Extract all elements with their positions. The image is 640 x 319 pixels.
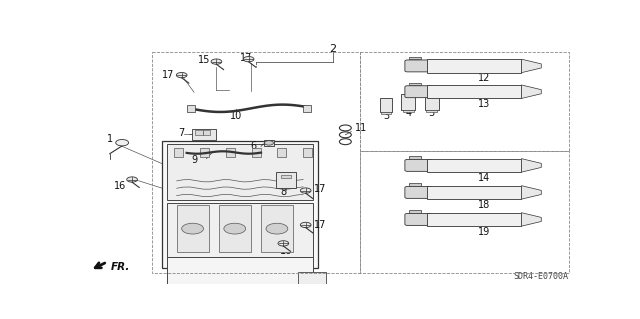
Circle shape <box>211 59 221 64</box>
Bar <box>425 93 438 109</box>
Polygon shape <box>522 213 541 226</box>
Bar <box>380 99 392 112</box>
Polygon shape <box>522 59 541 73</box>
Text: 16: 16 <box>113 181 126 191</box>
Text: 12: 12 <box>478 73 490 83</box>
Bar <box>360 52 568 151</box>
Bar <box>410 83 421 85</box>
Bar <box>403 109 414 112</box>
Bar <box>277 148 286 157</box>
Bar <box>303 105 310 113</box>
FancyBboxPatch shape <box>405 60 431 72</box>
Bar <box>167 203 313 257</box>
Text: 19: 19 <box>478 226 490 237</box>
Bar <box>264 140 275 145</box>
Bar <box>360 151 568 273</box>
Text: 9: 9 <box>191 155 197 165</box>
Text: 13: 13 <box>478 99 490 109</box>
Polygon shape <box>522 85 541 99</box>
Bar <box>200 148 209 157</box>
Text: 15: 15 <box>198 56 210 65</box>
Circle shape <box>174 300 248 319</box>
Bar <box>410 57 421 59</box>
Circle shape <box>177 72 187 78</box>
Bar <box>167 144 313 200</box>
Bar <box>167 257 313 319</box>
Bar <box>219 205 251 252</box>
Circle shape <box>300 188 311 193</box>
Bar <box>401 93 415 109</box>
Bar <box>281 174 291 178</box>
Bar <box>410 210 421 213</box>
Bar <box>428 159 522 172</box>
Bar <box>303 148 312 157</box>
Text: 3: 3 <box>383 111 389 121</box>
Bar <box>410 183 421 186</box>
Bar <box>252 148 260 157</box>
Bar <box>428 85 522 99</box>
Bar <box>226 148 235 157</box>
FancyBboxPatch shape <box>405 187 431 198</box>
Bar <box>177 205 209 252</box>
FancyBboxPatch shape <box>405 160 431 171</box>
Bar <box>298 271 326 316</box>
Bar <box>428 59 522 73</box>
Bar <box>428 186 522 199</box>
Bar <box>381 112 391 114</box>
Circle shape <box>300 222 311 228</box>
Bar <box>195 130 202 135</box>
Text: 17: 17 <box>162 70 174 80</box>
Bar <box>191 129 216 140</box>
Circle shape <box>266 223 288 234</box>
Text: 16: 16 <box>280 246 292 256</box>
Text: 6: 6 <box>250 141 256 151</box>
Text: 17: 17 <box>314 220 327 230</box>
Text: 11: 11 <box>355 123 367 133</box>
Text: 17: 17 <box>314 184 327 194</box>
Polygon shape <box>522 186 541 199</box>
Circle shape <box>224 223 246 234</box>
Text: SDR4-E0700A: SDR4-E0700A <box>513 271 568 280</box>
FancyBboxPatch shape <box>405 86 431 98</box>
Text: 10: 10 <box>230 111 243 121</box>
Circle shape <box>189 307 234 319</box>
Circle shape <box>243 56 254 62</box>
Text: 14: 14 <box>478 173 490 182</box>
Circle shape <box>278 241 289 246</box>
Bar <box>426 109 437 112</box>
Text: 18: 18 <box>478 200 490 210</box>
Bar <box>428 213 522 226</box>
Text: 7: 7 <box>178 128 184 138</box>
Circle shape <box>116 139 129 146</box>
Bar <box>203 130 211 135</box>
Circle shape <box>264 141 273 145</box>
Bar <box>410 156 421 159</box>
Circle shape <box>182 223 204 234</box>
Text: FR.: FR. <box>111 262 130 272</box>
Text: 5: 5 <box>429 108 435 118</box>
Bar <box>152 52 360 273</box>
Bar <box>174 148 183 157</box>
Bar <box>162 141 318 268</box>
Bar <box>187 105 195 113</box>
FancyBboxPatch shape <box>405 213 431 226</box>
Circle shape <box>127 177 138 182</box>
Bar <box>261 205 293 252</box>
Text: 8: 8 <box>280 187 287 197</box>
Text: 17: 17 <box>240 53 252 63</box>
Text: 4: 4 <box>405 108 412 118</box>
Text: 1: 1 <box>107 134 113 144</box>
Text: 2: 2 <box>330 44 337 54</box>
Circle shape <box>308 295 348 315</box>
Polygon shape <box>522 159 541 172</box>
Bar <box>276 172 296 188</box>
